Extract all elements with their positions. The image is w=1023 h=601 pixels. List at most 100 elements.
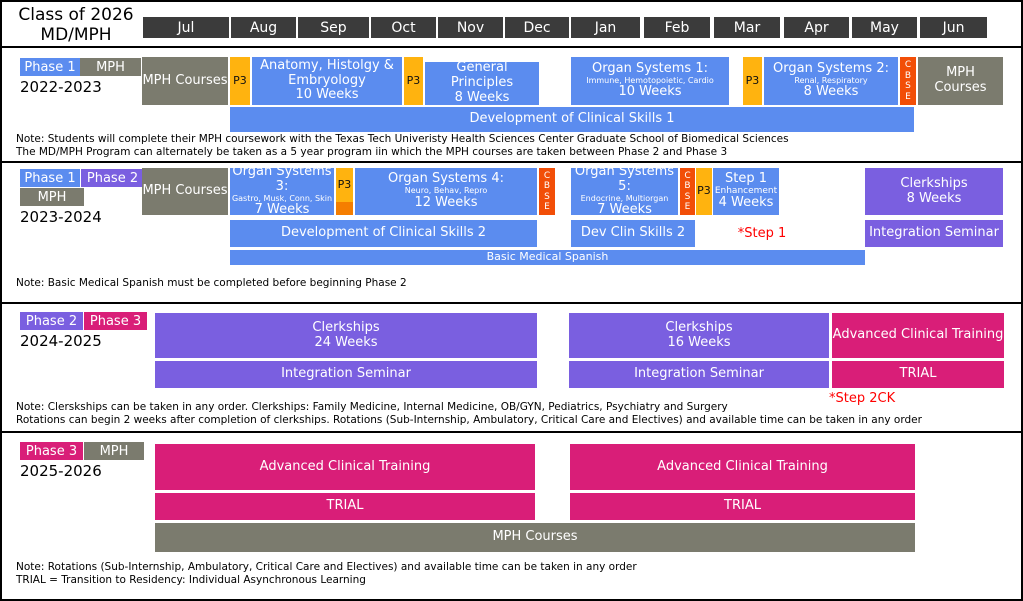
s1-os1-title: Organ Systems 1: xyxy=(592,60,708,76)
section-divider-3 xyxy=(2,431,1021,433)
s2-os5-weeks: 7 Weeks xyxy=(597,202,652,215)
s2-cbse-block-1: CBSE xyxy=(539,168,555,215)
s3-integration-seminar-1-bar: Integration Seminar xyxy=(155,361,537,388)
s2-dev-clinical-skills-2-bar: Development of Clinical Skills 2 xyxy=(230,220,537,247)
s1-note-line1: Note: Students will complete their MPH c… xyxy=(16,133,789,145)
month-header-jan: Jan xyxy=(571,17,640,38)
s3-step2ck-note: *Step 2CK xyxy=(829,391,896,406)
month-header-feb: Feb xyxy=(644,17,710,38)
s1-general-principles-weeks: 8 Weeks xyxy=(454,89,510,105)
section-divider-2 xyxy=(2,302,1021,304)
s2-p3-block-2: P3 xyxy=(696,168,712,215)
month-header-sep: Sep xyxy=(298,17,369,38)
s1-dev-clinical-skills-1-bar: Development of Clinical Skills 1 xyxy=(230,107,914,132)
s4-mph-badge: MPH xyxy=(84,442,144,460)
s1-p3-block-3: P3 xyxy=(743,57,762,105)
month-header-apr: Apr xyxy=(784,17,849,38)
s1-mph-badge: MPH xyxy=(80,58,141,76)
s3-trial-block: TRIAL xyxy=(832,361,1004,388)
s4-phase3-badge: Phase 3 xyxy=(20,442,83,460)
header-divider xyxy=(2,46,1021,48)
s2-cbse-block-2: CBSE xyxy=(680,168,695,215)
s2-os4-title: Organ Systems 4: xyxy=(388,171,504,187)
s3-clerk16-title: Clerkships xyxy=(665,319,733,335)
s4-trial-1-block: TRIAL xyxy=(155,493,535,520)
s1-p3-block-1: P3 xyxy=(230,57,250,105)
section-divider-1 xyxy=(2,161,1021,163)
s2-step1-enhancement-block: Step 1 Enhancement 4 Weeks xyxy=(713,168,779,215)
s2-mph-courses-block: MPH Courses xyxy=(142,168,228,215)
s3-integration-seminar-2-bar: Integration Seminar xyxy=(569,361,829,388)
s3-phase2-badge: Phase 2 xyxy=(20,312,83,330)
s1-p3-label-2: P3 xyxy=(406,73,421,87)
s3-note-line2: Rotations can begin 2 weeks after comple… xyxy=(16,414,922,426)
s1-p3-label-1: P3 xyxy=(233,73,247,87)
s2-step1-title: Step 1 xyxy=(724,170,767,186)
s2-integration-seminar-bar: Integration Seminar xyxy=(865,220,1003,247)
s2-os3-title: Organ Systems 3: xyxy=(232,168,332,194)
page-title: Class of 2026 MD/MPH xyxy=(12,5,140,46)
s3-clerkships-16-block: Clerkships 16 Weeks xyxy=(569,313,829,358)
s2-p3-label-1: P3 xyxy=(337,178,352,192)
month-header-mar: Mar xyxy=(714,17,780,38)
s1-anatomy-line2: Embryology xyxy=(288,72,366,88)
s1-os2-subjects: Renal, Respiratory xyxy=(794,75,868,85)
s3-clerkships-24-block: Clerkships 24 Weeks xyxy=(155,313,537,358)
month-header-jul: Jul xyxy=(143,17,229,38)
month-header-jun: Jun xyxy=(920,17,987,38)
s1-cbse-block: CBSE xyxy=(900,57,916,105)
s2-cbse-label-1: CBSE xyxy=(543,170,551,213)
s1-os1-weeks: 10 Weeks xyxy=(618,84,682,100)
s1-cbse-label: CBSE xyxy=(904,60,912,102)
month-header-may: May xyxy=(852,17,917,38)
s2-cbse-label-2: CBSE xyxy=(684,170,691,213)
s4-advanced-clinical-training-2-block: Advanced Clinical Training xyxy=(570,444,915,490)
s2-step1-weeks: 4 Weeks xyxy=(718,195,774,211)
s2-os3-weeks: 7 Weeks xyxy=(254,202,310,215)
s4-year-label: 2025-2026 xyxy=(20,462,102,480)
month-header-oct: Oct xyxy=(371,17,436,38)
s1-os2-weeks: 8 Weeks xyxy=(803,84,859,100)
s1-anatomy-line1: Anatomy, Histolgy & xyxy=(260,57,394,73)
page-title-line2: MD/MPH xyxy=(40,25,112,46)
s2-os3-subjects: Gastro, Musk, Conn, Skin xyxy=(231,193,333,203)
s1-general-principles-block: General Principles 8 Weeks xyxy=(425,62,539,105)
s2-step1-note: *Step 1 xyxy=(737,226,787,241)
s2-clerkships-weeks: 8 Weeks xyxy=(906,190,962,206)
s4-mph-courses-bar: MPH Courses xyxy=(155,523,915,552)
s2-organ-systems-4-block: Organ Systems 4: Neuro, Behav, Repro 12 … xyxy=(355,168,537,215)
s2-p3-block-1: P3 xyxy=(336,168,353,215)
s3-clerk16-weeks: 16 Weeks xyxy=(667,334,731,350)
s1-p3-label-3: P3 xyxy=(745,73,760,87)
s1-anatomy-block: Anatomy, Histolgy & Embryology 10 Weeks xyxy=(252,57,402,105)
s2-organ-systems-5-block: Organ Systems 5: Endocrine, Multiorgan 7… xyxy=(571,168,678,215)
s2-os5-subjects: Endocrine, Multiorgan xyxy=(580,193,669,203)
s1-mph-courses-right-block: MPH Courses xyxy=(918,57,1003,105)
s2-dev-clin-skills-2-short-bar: Dev Clin Skills 2 xyxy=(571,220,695,247)
s2-os4-weeks: 12 Weeks xyxy=(414,194,478,210)
month-header-nov: Nov xyxy=(438,17,503,38)
month-header-dec: Dec xyxy=(505,17,569,38)
s2-phase2-badge: Phase 2 xyxy=(81,169,144,187)
s2-os4-subjects: Neuro, Behav, Repro xyxy=(404,186,488,196)
s2-p3-label-2: P3 xyxy=(697,184,711,198)
s3-advanced-clinical-training-block: Advanced Clinical Training xyxy=(832,313,1004,358)
s2-clerkships-title: Clerkships xyxy=(900,175,968,191)
s1-anatomy-weeks: 10 Weeks xyxy=(295,87,359,103)
s1-os1-subjects: Immune, Hemotopoietic, Cardio xyxy=(586,75,714,85)
s3-note-line1: Note: Clerskships can be taken in any or… xyxy=(16,401,728,413)
s3-phase3-badge: Phase 3 xyxy=(84,312,147,330)
s1-year-label: 2022-2023 xyxy=(20,78,102,96)
s1-p3-block-2: P3 xyxy=(404,57,423,105)
s1-mph-courses-left-block: MPH Courses xyxy=(142,57,228,105)
s4-note-line2: TRIAL = Transition to Residency: Individ… xyxy=(16,574,366,586)
page-title-line1: Class of 2026 xyxy=(18,5,134,25)
s4-note-line1: Note: Rotations (Sub-Internship, Ambulat… xyxy=(16,561,637,573)
s2-note-line1: Note: Basic Medical Spanish must be comp… xyxy=(16,277,407,289)
s2-step1-sub: Enhancement xyxy=(714,185,778,196)
s4-advanced-clinical-training-1-block: Advanced Clinical Training xyxy=(155,444,535,490)
s3-clerk24-weeks: 24 Weeks xyxy=(314,334,378,350)
s2-os5-title: Organ Systems 5: xyxy=(574,168,675,194)
s1-organ-systems-2-block: Organ Systems 2: Renal, Respiratory 8 We… xyxy=(764,57,898,105)
s1-general-principles-title: General Principles xyxy=(450,62,514,91)
